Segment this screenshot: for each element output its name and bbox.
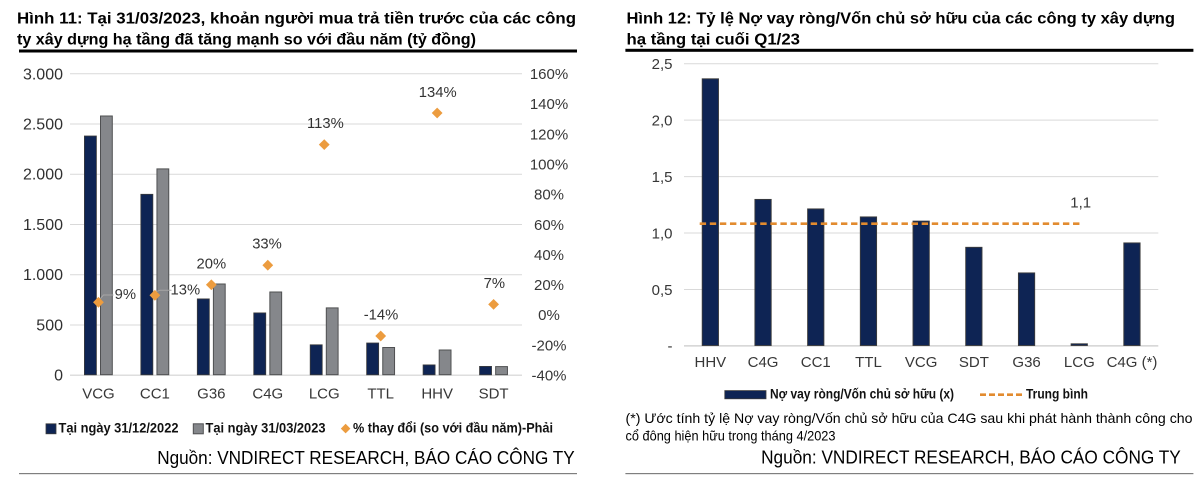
svg-text:C4G: C4G (252, 385, 283, 402)
svg-text:(*) Ước tính tỷ lệ Nợ vay ròng: (*) Ước tính tỷ lệ Nợ vay ròng/Vốn chủ s… (626, 410, 1193, 426)
svg-text:HHV: HHV (695, 354, 727, 371)
svg-text:Nguồn: VNDIRECT RESEARCH, BÁO: Nguồn: VNDIRECT RESEARCH, BÁO CÁO CÔNG T… (157, 447, 575, 468)
svg-text:2,5: 2,5 (652, 56, 673, 73)
svg-text:13%: 13% (170, 283, 200, 299)
svg-text:2,0: 2,0 (652, 112, 673, 129)
svg-text:LCG: LCG (1064, 354, 1095, 371)
svg-text:SDT: SDT (479, 385, 509, 402)
svg-text:60%: 60% (534, 217, 564, 234)
svg-text:134%: 134% (419, 85, 457, 101)
svg-text:G36: G36 (1012, 354, 1040, 371)
svg-text:TTL: TTL (367, 385, 394, 402)
svg-text:2.500: 2.500 (23, 116, 63, 133)
svg-text:7%: 7% (484, 276, 505, 292)
svg-text:160%: 160% (530, 66, 568, 83)
svg-text:1,0: 1,0 (652, 225, 673, 242)
svg-text:-14%: -14% (364, 308, 399, 324)
svg-text:120%: 120% (530, 126, 568, 143)
svg-text:0: 0 (54, 368, 63, 385)
svg-text:HHV: HHV (421, 385, 453, 402)
svg-text:-: - (668, 338, 673, 355)
svg-text:1,5: 1,5 (652, 169, 673, 186)
svg-text:-40%: -40% (531, 368, 566, 385)
svg-text:Nợ vay ròng/Vốn chủ sở hữu (x): Nợ vay ròng/Vốn chủ sở hữu (x) (770, 386, 954, 402)
svg-text:80%: 80% (534, 187, 564, 204)
svg-text:TTL: TTL (855, 354, 882, 371)
svg-text:1.500: 1.500 (23, 217, 63, 234)
svg-text:20%: 20% (196, 256, 226, 272)
svg-text:VCG: VCG (82, 385, 115, 402)
svg-text:2.000: 2.000 (23, 167, 63, 184)
svg-text:Hình 11: Tại 31/03/2023, khoản: Hình 11: Tại 31/03/2023, khoản người mua… (17, 11, 576, 28)
svg-text:9%: 9% (115, 287, 136, 303)
svg-text:% thay đổi (so với đầu năm)-Ph: % thay đổi (so với đầu năm)-Phải (353, 419, 553, 435)
svg-text:Tại ngày 31/03/2023: Tại ngày 31/03/2023 (206, 419, 326, 435)
svg-text:100%: 100% (530, 157, 568, 174)
svg-text:G36: G36 (197, 385, 225, 402)
svg-text:1,1: 1,1 (1070, 194, 1091, 211)
svg-text:0,5: 0,5 (652, 282, 673, 299)
svg-text:140%: 140% (530, 96, 568, 113)
svg-text:SDT: SDT (959, 354, 989, 371)
svg-text:33%: 33% (252, 237, 282, 253)
svg-text:3.000: 3.000 (23, 66, 63, 83)
svg-text:cổ đông hiện hữu trong tháng 4: cổ đông hiện hữu trong tháng 4/2023 (626, 428, 836, 444)
svg-text:C4G (*): C4G (*) (1107, 354, 1158, 371)
svg-text:40%: 40% (534, 247, 564, 264)
svg-text:ty xây dựng hạ tầng đã tăng mạ: ty xây dựng hạ tầng đã tăng mạnh so với … (17, 32, 476, 49)
svg-text:VCG: VCG (905, 354, 938, 371)
svg-text:20%: 20% (534, 277, 564, 294)
svg-text:Trung bình: Trung bình (1026, 386, 1088, 402)
svg-text:Nguồn: VNDIRECT RESEARCH, BÁO: Nguồn: VNDIRECT RESEARCH, BÁO CÁO CÔNG T… (761, 447, 1181, 468)
svg-text:500: 500 (36, 317, 63, 334)
svg-text:CC1: CC1 (801, 354, 831, 371)
svg-text:-20%: -20% (531, 337, 566, 354)
svg-text:C4G: C4G (748, 354, 779, 371)
svg-text:113%: 113% (307, 116, 344, 132)
svg-text:hạ tầng tại cuối Q1/23: hạ tầng tại cuối Q1/23 (627, 32, 801, 49)
svg-text:Hình 12: Tỷ lệ Nợ vay ròng/Vốn: Hình 12: Tỷ lệ Nợ vay ròng/Vốn chủ sở hữ… (627, 11, 1176, 28)
svg-text:0%: 0% (538, 307, 560, 324)
svg-text:1.000: 1.000 (23, 267, 63, 284)
svg-text:Tại ngày 31/12/2022: Tại ngày 31/12/2022 (59, 419, 179, 435)
svg-text:CC1: CC1 (140, 385, 170, 402)
svg-text:LCG: LCG (309, 385, 340, 402)
